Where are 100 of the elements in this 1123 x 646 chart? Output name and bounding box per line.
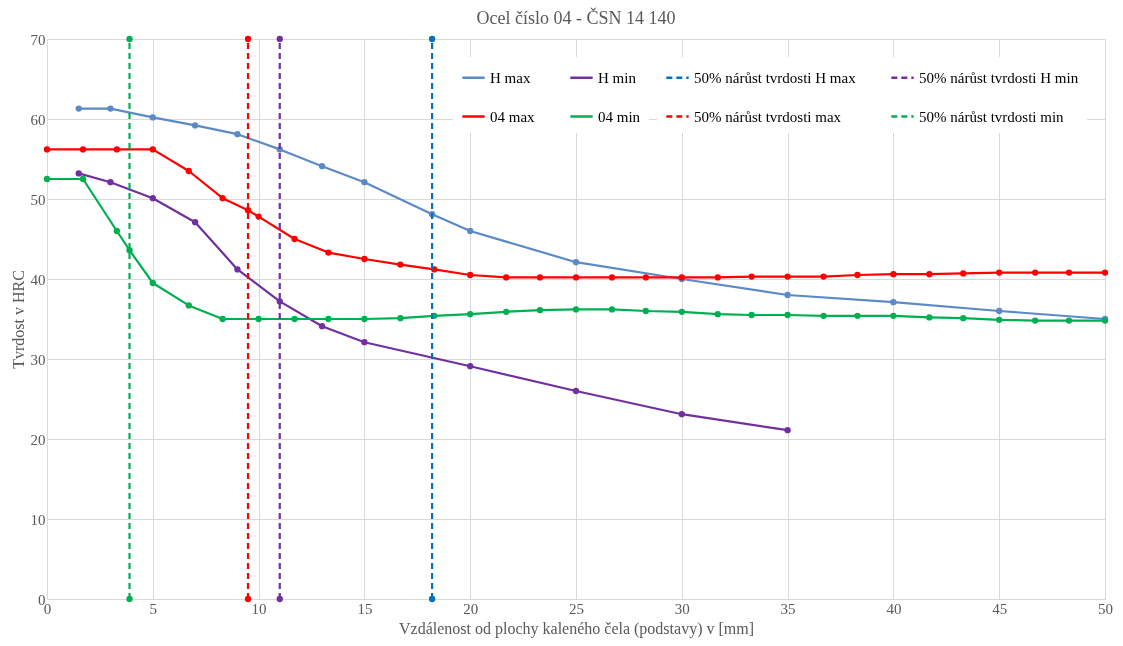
point (820, 273, 827, 280)
chart-title: Ocel číslo 04 - ČSN 14 140 (476, 7, 676, 28)
x-tick-label: 35 (780, 600, 796, 617)
point (149, 146, 156, 153)
point (428, 35, 436, 43)
point (820, 312, 827, 319)
point (234, 131, 241, 138)
point (1065, 269, 1073, 276)
point (325, 249, 332, 256)
x-tick-label: 20 (463, 600, 479, 617)
point (642, 274, 649, 281)
point (318, 323, 326, 330)
point (608, 306, 616, 313)
y-tick-label: 40 (30, 271, 46, 288)
x-tick-label: 50 (1098, 600, 1113, 617)
point (276, 35, 283, 43)
legend-label: 50% nárůst tvrdosti min (919, 108, 1065, 125)
point (996, 269, 1003, 276)
point (714, 274, 721, 281)
point (1032, 269, 1039, 276)
point (503, 308, 510, 315)
point (748, 311, 755, 319)
point (431, 266, 438, 273)
point (890, 299, 897, 306)
point (467, 227, 474, 235)
point (318, 163, 326, 170)
point (467, 363, 474, 370)
point (185, 167, 192, 175)
point (113, 227, 120, 235)
point (503, 274, 510, 281)
point (572, 306, 580, 313)
point (854, 271, 861, 279)
legend-label: H max (490, 69, 531, 86)
point (1065, 317, 1073, 324)
legend-label: H min (598, 69, 637, 86)
y-tick-label: 70 (30, 31, 46, 48)
x-axis-title: Vzdálenost od plochy kaleného čela (podstavy) v [mm] (399, 619, 754, 638)
point (926, 271, 933, 278)
point (361, 315, 368, 323)
point (75, 105, 82, 112)
point (107, 179, 114, 186)
point (75, 170, 82, 177)
point (1101, 269, 1109, 276)
point (149, 279, 156, 287)
point (113, 146, 120, 153)
point (244, 35, 252, 43)
point (191, 219, 199, 226)
point (536, 274, 544, 281)
point (397, 315, 404, 322)
point (79, 146, 87, 153)
point (678, 411, 685, 418)
point (79, 175, 87, 183)
point (276, 595, 283, 603)
point (149, 114, 156, 121)
point (748, 273, 755, 280)
point (926, 314, 933, 321)
point (572, 274, 580, 281)
x-tick-label: 10 (251, 600, 267, 617)
point (255, 315, 262, 323)
y-axis-title: Tvrdost v HRC (9, 270, 27, 369)
point (996, 307, 1003, 315)
point (185, 302, 192, 309)
x-tick-label: 15 (357, 600, 373, 617)
point (126, 35, 133, 43)
point (572, 259, 580, 266)
x-tick-label: 5 (149, 600, 158, 617)
x-tick-label: 45 (992, 600, 1008, 617)
y-tick-label: 20 (30, 431, 46, 448)
point (996, 316, 1003, 323)
point (397, 261, 404, 268)
point (191, 122, 199, 129)
point (960, 315, 967, 322)
point (784, 273, 791, 280)
point (714, 311, 721, 318)
point (784, 291, 791, 299)
point (219, 315, 226, 323)
point (325, 315, 332, 323)
point (642, 307, 649, 315)
point (1032, 317, 1039, 324)
point (234, 266, 241, 273)
x-tick-label: 25 (569, 600, 584, 617)
point (149, 195, 156, 202)
y-tick-label: 10 (30, 511, 46, 528)
point (107, 105, 114, 112)
point (467, 311, 474, 318)
point (291, 315, 298, 323)
legend-label: 04 max (490, 108, 536, 125)
point (244, 595, 252, 603)
point (890, 312, 897, 319)
point (244, 207, 252, 214)
point (890, 271, 897, 278)
y-tick-label: 60 (30, 111, 46, 128)
x-tick-label: 30 (674, 600, 690, 617)
point (255, 213, 262, 220)
point (678, 308, 685, 315)
point (291, 235, 298, 243)
legend-label: 50% nárůst tvrdosti H max (694, 69, 857, 86)
point (784, 311, 791, 319)
point (960, 270, 967, 277)
x-tick-label: 40 (886, 600, 902, 617)
